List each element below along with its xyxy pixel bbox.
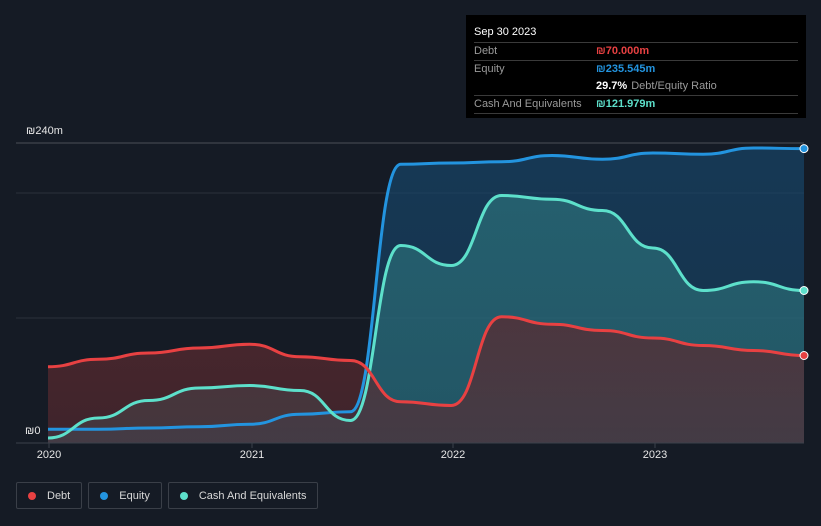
tooltip-row-equity: Equity ₪235.545m	[474, 60, 798, 78]
equity-line	[48, 146, 805, 431]
equity-end-marker[interactable]	[799, 144, 809, 154]
y-axis-label-zero: ₪0	[25, 425, 41, 437]
tooltip-date: Sep 30 2023	[474, 26, 537, 38]
tooltip-cash-value: ₪121.979m	[596, 98, 656, 110]
x-axis-label-2022: 2022	[440, 449, 466, 461]
x-axis-label-2023: 2023	[642, 449, 668, 461]
tooltip-debt-label: Debt	[474, 45, 498, 57]
cash-and-equivalents-end-marker[interactable]	[799, 286, 809, 295]
tooltip-ratio-spacer	[474, 78, 596, 95]
legend-item-cash[interactable]: Cash And Equivalents	[167, 482, 319, 509]
chart-legend: Debt Equity Cash And Equivalents	[16, 482, 319, 509]
y-axis-label-top: ₪240m	[26, 125, 63, 137]
cash-and-equivalents-line	[47, 193, 805, 440]
legend-item-equity[interactable]: Equity	[88, 482, 162, 509]
tooltip-equity-label: Equity	[474, 63, 505, 75]
x-axis-label-2020: 2020	[36, 449, 62, 461]
debt-area	[48, 316, 804, 443]
legend-item-debt[interactable]: Debt	[16, 482, 83, 509]
tooltip-row-debt: Debt ₪70.000m	[474, 42, 798, 60]
tooltip-equity-value: ₪235.545m	[596, 63, 656, 75]
tooltip-ratio-value: 29.7%	[596, 80, 628, 92]
legend-label-equity: Equity	[119, 489, 150, 502]
debt-end-marker[interactable]	[799, 351, 809, 360]
tooltip-debt-value: ₪70.000m	[596, 45, 650, 57]
tooltip-row-ratio: 29.7% Debt/Equity Ratio	[474, 78, 798, 95]
tooltip-row-cash: Cash And Equivalents ₪121.979m	[474, 95, 798, 114]
debt-line	[47, 315, 805, 408]
x-axis-label-2021: 2021	[239, 449, 265, 461]
debt-dot-icon	[28, 491, 36, 500]
tooltip-cash-label: Cash And Equivalents	[474, 98, 582, 110]
data-tooltip: Sep 30 2023 Debt ₪70.000m Equity ₪235.54…	[466, 15, 806, 118]
tooltip-ratio-label: Debt/Equity Ratio	[631, 80, 717, 92]
equity-dot-icon	[100, 491, 109, 500]
legend-label-debt: Debt	[47, 489, 71, 502]
cash-dot-icon	[179, 491, 188, 500]
legend-label-cash: Cash And Equivalents	[198, 489, 307, 502]
